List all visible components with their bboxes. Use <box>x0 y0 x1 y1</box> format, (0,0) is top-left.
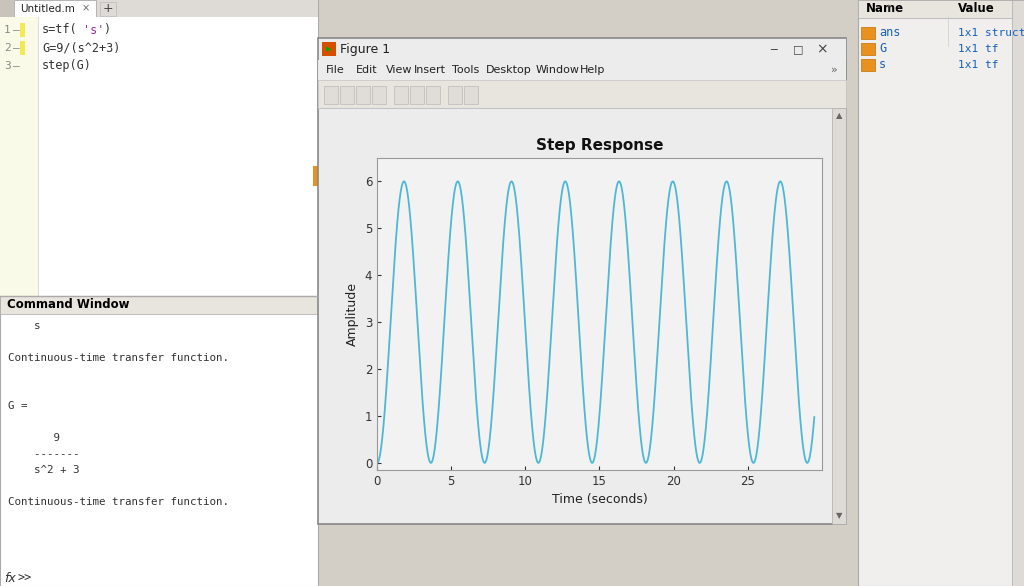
Bar <box>318 38 846 60</box>
Text: ×: × <box>82 4 90 13</box>
Bar <box>313 166 318 186</box>
Text: s: s <box>8 321 41 331</box>
Text: View: View <box>386 65 413 75</box>
Bar <box>100 2 116 16</box>
Text: ─: ─ <box>771 44 777 54</box>
Text: G=9/(s^2+3): G=9/(s^2+3) <box>42 42 121 54</box>
Text: Continuous-time transfer function.: Continuous-time transfer function. <box>8 353 229 363</box>
Bar <box>0 0 14 17</box>
Bar <box>861 43 874 55</box>
Text: Window: Window <box>536 65 580 75</box>
Text: Help: Help <box>580 65 605 75</box>
Text: step(G): step(G) <box>42 60 92 73</box>
Text: 1x1 struct: 1x1 struct <box>958 28 1024 38</box>
Bar <box>318 80 846 108</box>
Bar <box>464 86 478 104</box>
Text: File: File <box>326 65 345 75</box>
Text: –: – <box>13 43 19 53</box>
Text: Name: Name <box>866 2 904 15</box>
Text: –: – <box>13 61 19 71</box>
Text: Continuous-time transfer function.: Continuous-time transfer function. <box>8 497 229 507</box>
Text: +: + <box>102 2 114 15</box>
Text: 9: 9 <box>8 433 60 443</box>
Text: ▶: ▶ <box>327 46 332 52</box>
Bar <box>449 86 462 104</box>
Text: ▲: ▲ <box>836 111 843 121</box>
Bar <box>831 108 846 524</box>
Text: Command Window: Command Window <box>7 298 129 312</box>
Text: ans: ans <box>879 26 900 39</box>
Bar <box>1012 0 1024 586</box>
Text: -------: ------- <box>8 449 80 459</box>
Bar <box>324 86 338 104</box>
Bar <box>0 296 318 586</box>
Text: 1x1 tf: 1x1 tf <box>958 60 998 70</box>
Bar <box>0 17 318 296</box>
X-axis label: Time (seconds): Time (seconds) <box>552 493 647 506</box>
Bar <box>858 0 1024 586</box>
Text: G =: G = <box>8 401 28 411</box>
Bar <box>372 86 386 104</box>
Text: Figure 1: Figure 1 <box>340 43 390 56</box>
Bar <box>0 0 318 296</box>
Text: s^2 + 3: s^2 + 3 <box>8 465 80 475</box>
Text: 3: 3 <box>4 61 10 71</box>
Text: ▼: ▼ <box>836 512 843 520</box>
Bar <box>322 42 336 56</box>
Bar <box>426 86 440 104</box>
Text: s=tf(: s=tf( <box>42 23 78 36</box>
Text: ×: × <box>816 42 827 56</box>
Bar <box>356 86 370 104</box>
Bar <box>20 41 25 55</box>
Text: 's': 's' <box>83 23 104 36</box>
Bar <box>858 0 1024 18</box>
Text: 1: 1 <box>4 25 10 35</box>
Text: –: – <box>13 25 19 35</box>
Bar <box>14 0 96 17</box>
Title: Step Response: Step Response <box>536 138 664 152</box>
Bar <box>0 296 318 314</box>
Text: Untitled.m: Untitled.m <box>20 4 75 13</box>
Bar <box>861 27 874 39</box>
Text: >>: >> <box>17 571 32 584</box>
Text: »: » <box>830 65 838 75</box>
Text: Desktop: Desktop <box>486 65 531 75</box>
Text: ): ) <box>103 23 111 36</box>
Text: 1x1 tf: 1x1 tf <box>958 44 998 54</box>
Bar <box>20 23 25 37</box>
Y-axis label: Amplitude: Amplitude <box>346 282 359 346</box>
Bar <box>340 86 354 104</box>
Text: Insert: Insert <box>414 65 446 75</box>
Text: □: □ <box>793 44 803 54</box>
Text: G: G <box>879 43 886 56</box>
Bar <box>318 38 846 524</box>
Bar <box>410 86 424 104</box>
Text: Edit: Edit <box>356 65 378 75</box>
Bar <box>861 59 874 71</box>
Text: s: s <box>879 59 886 71</box>
Bar <box>394 86 408 104</box>
Text: 2: 2 <box>4 43 10 53</box>
Text: Tools: Tools <box>452 65 479 75</box>
Bar <box>318 60 846 80</box>
Text: fx: fx <box>4 571 15 584</box>
Text: Value: Value <box>958 2 994 15</box>
Bar <box>0 17 38 296</box>
Text: ↑: ↑ <box>866 4 893 14</box>
Bar <box>0 0 318 17</box>
